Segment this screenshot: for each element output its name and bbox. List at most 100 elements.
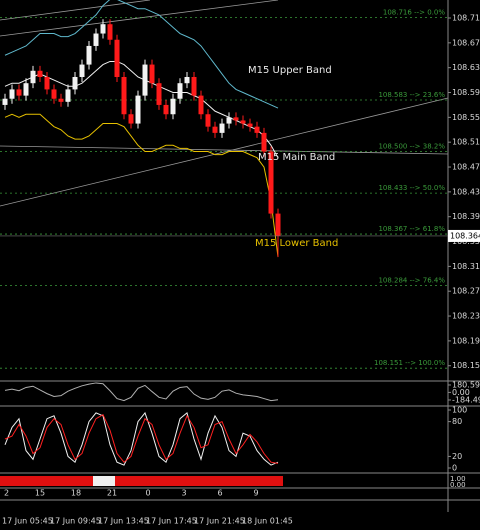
y-tick-label: 108.275 (452, 287, 480, 296)
fib-label: 108.284 --> 76.4% (378, 277, 445, 285)
hour-label: 21 (107, 489, 117, 498)
candle-body (86, 45, 92, 65)
hour-label: 15 (35, 489, 45, 498)
band-label: M15 Main Band (258, 152, 335, 163)
y-tick-label: 108.395 (452, 212, 480, 221)
last-price: 108.364 (450, 231, 480, 240)
candle-body (2, 98, 8, 105)
hour-label: 18 (71, 489, 81, 498)
y-tick-label: 108.155 (452, 361, 480, 370)
candle-body (149, 64, 155, 84)
y-tick-label: 80 (452, 417, 462, 426)
candle-body (93, 33, 99, 46)
candle-body (233, 117, 239, 121)
candle-body (72, 76, 78, 90)
candle-body (205, 114, 211, 127)
candle-body (100, 24, 106, 34)
candle-body (121, 76, 127, 115)
candle-body (254, 126, 260, 133)
y-tick-label: 180.596 (452, 380, 480, 389)
candle-body (135, 95, 141, 124)
trend-lines (0, 0, 449, 207)
candle-body (156, 83, 162, 105)
candle-body (177, 83, 183, 99)
y-tick-label: 108.475 (452, 163, 480, 172)
trend-line (0, 0, 279, 37)
band-line (4, 60, 279, 158)
y-tick-label: 100 (452, 406, 467, 415)
strip-label: 1.00 (450, 475, 466, 483)
fib-label: 108.583 --> 23.6% (378, 91, 445, 99)
x-tick-label: 17 Jun 09:45 (50, 517, 101, 526)
hour-label: 0 (145, 489, 150, 498)
indicator-line (4, 411, 279, 466)
candle-body (275, 213, 281, 236)
y-tick-label: 108.435 (452, 187, 480, 196)
candle-body (261, 132, 267, 152)
candle-body (9, 89, 15, 99)
candle-body (79, 64, 85, 77)
hour-label: 6 (217, 489, 222, 498)
band-label: M15 Lower Band (255, 238, 338, 249)
y-tick-label: 0 (452, 463, 457, 472)
fib-label: 108.433 --> 50.0% (378, 184, 445, 192)
candle-body (107, 24, 113, 40)
candle-body (170, 98, 176, 115)
y-tick-label: 108.675 (452, 38, 480, 47)
x-tick-label: 17 Jun 13:45 (98, 517, 149, 526)
candle-body (16, 89, 22, 96)
y-tick-label: 20 (452, 452, 462, 461)
candle-body (247, 123, 253, 127)
panel-frames (0, 0, 480, 512)
fib-label: 108.367 --> 61.8% (378, 225, 445, 233)
x-tick-label: 18 Jun 01:45 (242, 517, 293, 526)
candle-body (191, 76, 197, 96)
candle-body (65, 89, 71, 102)
candle-body (37, 70, 43, 77)
candle-body (142, 64, 148, 96)
y-tick-label: 108.315 (452, 262, 480, 271)
candle-body (212, 126, 218, 133)
band-line (4, 113, 279, 258)
candle-body (268, 151, 274, 214)
y-tick-label: 108.715 (452, 14, 480, 23)
candle-body (226, 117, 232, 124)
trend-line (0, 145, 449, 155)
hour-label: 2 (4, 489, 9, 498)
fib-label: 108.716 --> 0.0% (383, 8, 445, 16)
candle-body (44, 76, 50, 90)
y-tick-label: -184.498 (452, 395, 480, 404)
y-tick-label: 0.00 (452, 388, 470, 397)
y-tick-label: 108.555 (452, 113, 480, 122)
y-tick-label: 108.235 (452, 312, 480, 321)
candle-body (240, 120, 246, 124)
y-tick-label: 108.515 (452, 138, 480, 147)
hour-label: 9 (253, 489, 258, 498)
candle-body (128, 114, 134, 124)
x-tick-label: 17 Jun 21:45 (194, 517, 245, 526)
x-tick-label: 17 Jun 05:45 (2, 517, 53, 526)
trend-line (0, 97, 449, 207)
candle-body (184, 76, 190, 84)
strip-label: 0.00 (450, 481, 466, 489)
indicator-strip (0, 476, 283, 486)
indicator-strip-segment (93, 476, 115, 486)
candle-body (114, 39, 120, 77)
fib-label: 108.151 --> 100.0% (374, 359, 445, 367)
last-price-box (448, 229, 480, 242)
y-tick-label: 108.635 (452, 63, 480, 72)
candle-body (198, 95, 204, 115)
band-line (4, 0, 279, 109)
hour-label: 3 (181, 489, 186, 498)
candle-body (23, 83, 29, 96)
y-tick-label: 108.195 (452, 336, 480, 345)
indicator-line (4, 382, 279, 402)
candle-body (163, 104, 169, 115)
candle-body (219, 123, 225, 133)
candle-body (51, 89, 57, 99)
candle-body (30, 70, 36, 84)
y-tick-label: 108.595 (452, 88, 480, 97)
band-label: M15 Upper Band (248, 65, 332, 76)
